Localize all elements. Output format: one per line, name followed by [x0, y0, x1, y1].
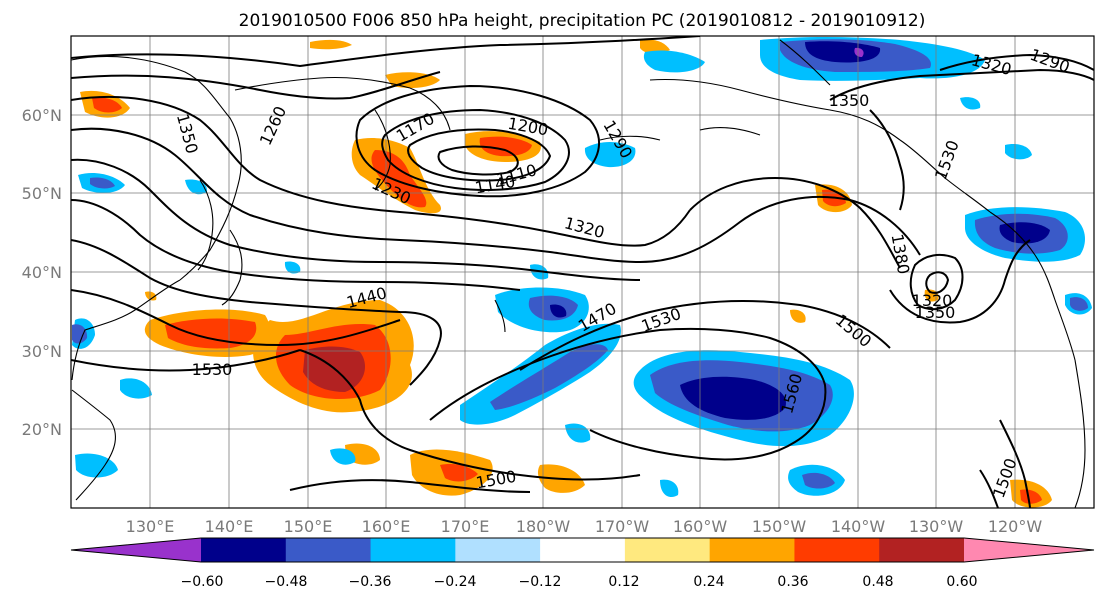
colorbar-tick-label: 0.48: [862, 574, 893, 590]
colorbar-segment: [624, 538, 711, 562]
colorbar-tick-label: 0.60: [946, 574, 977, 590]
map-frame: [70, 35, 1095, 509]
coastlines: [71, 39, 1086, 508]
lon-tick-label: 160°E: [362, 517, 411, 536]
lon-tick-label: 130°E: [126, 517, 175, 536]
lat-tick-label: 40°N: [22, 263, 62, 282]
lat-tick-label: 60°N: [22, 106, 62, 125]
contour-label: 1350: [829, 91, 870, 110]
lon-tick-label: 130°W: [909, 517, 964, 536]
contour-label: 1530: [192, 360, 233, 379]
lon-tick-label: 150°W: [752, 517, 807, 536]
lon-tick-label: 140°W: [831, 517, 886, 536]
lat-tick-label: 20°N: [22, 420, 62, 439]
colorbar-segment: [285, 538, 372, 562]
colorbar-tick-label: −0.36: [349, 574, 392, 590]
colorbar-segment: [540, 538, 626, 562]
graticule: [71, 36, 1094, 508]
map-panel: 1350 1260 1170 1200 1290 1110 1140 1230 …: [71, 36, 1094, 508]
colorbar-tick-label: −0.12: [519, 574, 562, 590]
colorbar: −0.60 −0.48 −0.36 −0.24 −0.12 0.12 0.24 …: [70, 537, 1095, 590]
lon-tick-label: 170°E: [441, 517, 490, 536]
colorbar-segment: [709, 538, 795, 562]
colorbar-extend-high: [964, 538, 1094, 562]
colorbar-segment: [201, 538, 287, 562]
lon-tick-label: 160°W: [673, 517, 728, 536]
colorbar-tick-label: 0.36: [777, 574, 808, 590]
colorbar-segment: [879, 538, 965, 562]
colorbar-tick-label: −0.48: [265, 574, 308, 590]
lon-tick-label: 150°E: [284, 517, 333, 536]
colorbar-segment: [455, 538, 541, 562]
latitude-axis: 60°N 50°N 40°N 30°N 20°N: [22, 106, 62, 439]
colorbar-segment: [794, 538, 880, 562]
lon-tick-label: 140°E: [205, 517, 254, 536]
contour-label: 1350: [915, 303, 956, 322]
lat-tick-label: 50°N: [22, 184, 62, 203]
colorbar-extend-low: [71, 538, 201, 562]
colorbar-segment: [370, 538, 456, 562]
lon-tick-label: 180°W: [516, 517, 571, 536]
negative-precip-anomaly: [72, 37, 1092, 498]
colorbar-tick-label: 0.24: [693, 574, 724, 590]
colorbar-tick-label: −0.60: [181, 574, 224, 590]
colorbar-outline: [70, 537, 1095, 563]
longitude-axis: 130°E 140°E 150°E 160°E 170°E 180°W 170°…: [126, 517, 1043, 536]
lat-tick-label: 30°N: [22, 342, 62, 361]
height-contours: [71, 36, 1094, 508]
lon-tick-label: 120°W: [988, 517, 1043, 536]
contour-label: 1320: [912, 291, 953, 310]
lon-tick-label: 170°W: [595, 517, 650, 536]
figure-title: 2019010500 F006 850 hPa height, precipit…: [239, 11, 926, 31]
colorbar-tick-label: −0.24: [434, 574, 477, 590]
colorbar-tick-label: 0.12: [608, 574, 639, 590]
